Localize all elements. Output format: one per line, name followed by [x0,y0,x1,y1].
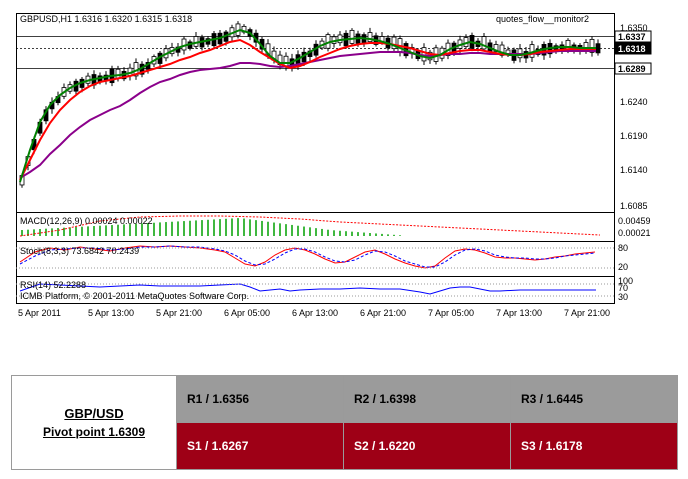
macd-label: MACD(12,26,9) 0.00024 0.00022 [20,216,153,226]
time-tick: 6 Apr 21:00 [360,308,406,318]
candle-body [481,36,487,50]
time-tick: 5 Apr 2011 [18,308,61,318]
r2-cell: R2 / 1.6398 [343,375,511,423]
chart-header: GBPUSD,H1 1.6316 1.6320 1.6315 1.6318 [20,14,192,24]
pair-title: GBP/USD [64,405,124,421]
time-tick: 6 Apr 13:00 [292,308,338,318]
rsi-axis-70: 70 [618,283,628,293]
s1-cell: S1 / 1.6267 [176,422,344,470]
rsi-label: RSI(14) 52.2288 [20,280,86,290]
candle-body [493,44,499,53]
candle-body [499,44,505,56]
candle-body [589,38,595,53]
candle-body [115,68,121,79]
candle-body [391,36,397,50]
stoch-axis-20: 20 [618,262,628,272]
time-tick: 5 Apr 21:00 [156,308,202,318]
rsi-axis-100: 100 [618,276,633,286]
candle-body [337,34,343,44]
price-box-current: 1.6318 [614,42,652,55]
r3-cell: R3 / 1.6445 [510,375,678,423]
macd-axis-top: 0.00459 [618,216,651,226]
copyright-label: ICMB Platform, © 2001-2011 MetaQuotes So… [20,291,249,301]
ma-fast-line [19,28,596,183]
r1-cell: R1 / 1.6356 [176,375,344,423]
svg-text:1.6318: 1.6318 [618,44,646,54]
price-tick: 1.6350 [620,23,648,33]
time-tick: 6 Apr 05:00 [224,308,270,318]
svg-text:1.6289: 1.6289 [618,64,646,74]
time-tick: 7 Apr 05:00 [428,308,474,318]
price-box-r: 1.6337 [614,30,652,43]
trading-chart[interactable]: GBPUSD,H1 1.6316 1.6320 1.6315 1.6318 qu… [0,0,688,330]
candle-body [193,36,199,47]
stoch-axis-80: 80 [618,243,628,253]
pair-cell: GBP/USD Pivot point 1.6309 [11,375,177,470]
pivot-table: GBP/USD Pivot point 1.6309 R1 / 1.6356 R… [11,375,678,470]
s3-cell: S3 / 1.6178 [510,422,678,470]
pivot-point-text: Pivot point 1.6309 [42,424,146,439]
time-tick: 5 Apr 13:00 [88,308,134,318]
candle-body [595,43,601,54]
price-tick: 1.6240 [620,97,648,107]
indicator-name: quotes_flow__monitor2 [496,14,589,24]
price-tick: 1.6190 [620,131,648,141]
price-axis: 1.6350 1.6240 1.6190 1.6140 1.6085 [620,23,648,211]
macd-axis-zero: 0.00021 [618,228,651,238]
price-tick: 1.6140 [620,165,648,175]
time-tick: 7 Apr 13:00 [496,308,542,318]
macd-signal-line [19,215,601,237]
price-tick: 1.6085 [620,201,648,211]
candle-body [367,32,373,43]
candle-body [349,29,355,44]
rsi-line [19,283,596,295]
rsi-axis-30: 30 [618,292,628,302]
svg-text:1.6337: 1.6337 [618,32,646,42]
candle-body [283,55,289,67]
time-tick: 7 Apr 21:00 [564,308,610,318]
stoch-label: Stoch(8,3,3) 73.6842 70.2439 [20,246,139,256]
stoch-signal-line [19,245,596,268]
ma-mid-line [19,38,596,181]
time-axis: 5 Apr 2011 5 Apr 13:00 5 Apr 21:00 6 Apr… [18,308,610,318]
price-box-s: 1.6289 [614,62,652,75]
s2-cell: S2 / 1.6220 [343,422,511,470]
macd-histogram [21,218,401,236]
